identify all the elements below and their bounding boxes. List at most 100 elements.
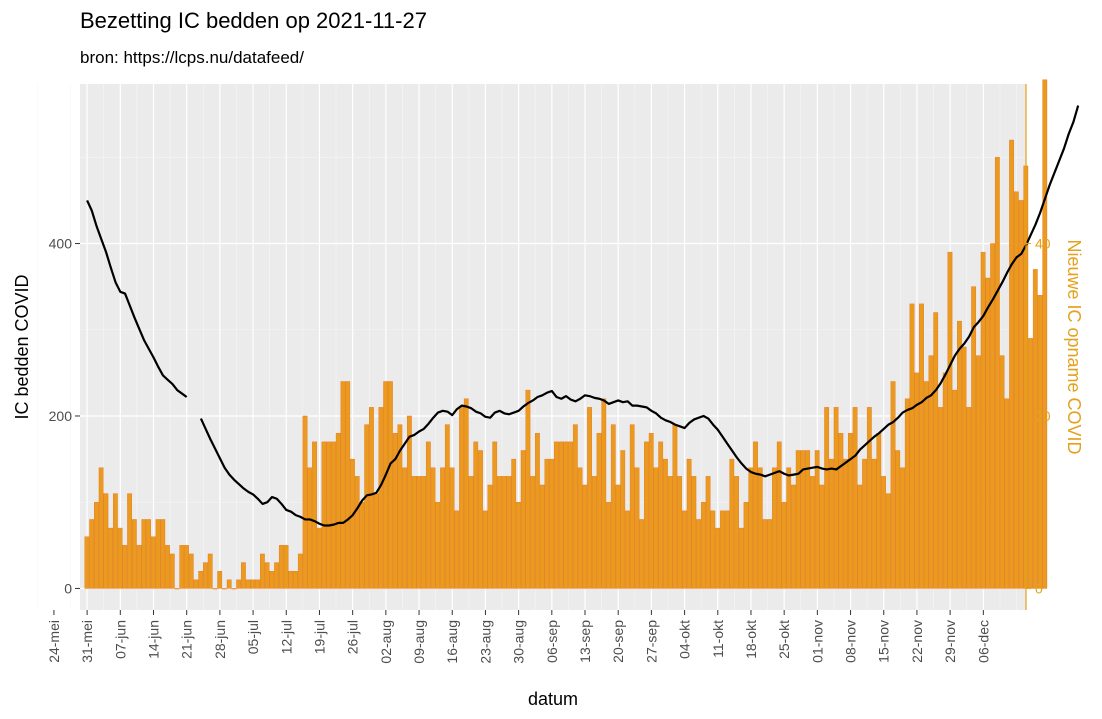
x-tick-label: 15-nov: [876, 620, 892, 663]
bar: [648, 433, 654, 589]
bar: [1037, 295, 1043, 589]
bar: [582, 484, 588, 589]
bar: [397, 424, 403, 589]
bar: [923, 381, 929, 589]
bar: [506, 476, 512, 589]
bar: [136, 545, 142, 589]
bar: [563, 441, 569, 589]
bar: [843, 458, 849, 589]
bar: [160, 519, 166, 589]
axes: 24-mei 31-mei 07-jun 14-jun 21-jun 28-jun 05-j…: [46, 84, 1051, 664]
bar: [236, 579, 242, 589]
bar: [682, 510, 687, 589]
x-tick-label: 30-aug: [511, 620, 527, 664]
bar: [369, 407, 374, 589]
bar: [814, 450, 820, 589]
x-tick-label: 23-aug: [477, 620, 493, 664]
bar: [226, 579, 232, 589]
bar: [1009, 139, 1014, 589]
bar: [610, 424, 616, 589]
bar: [914, 372, 920, 589]
chart-subtitle: bron: https://lcps.nu/datafeed/: [80, 48, 304, 67]
bar: [644, 441, 649, 589]
bar: [568, 441, 573, 589]
bar: [274, 562, 279, 589]
bar: [672, 424, 678, 589]
bar: [501, 476, 507, 589]
bar: [857, 484, 863, 589]
bar: [606, 502, 611, 589]
x-tick-label: 04-okt: [677, 620, 693, 659]
bar: [871, 458, 877, 589]
x-tick-label: 06-dec: [975, 620, 991, 663]
bar: [957, 320, 962, 589]
bar: [961, 346, 967, 589]
bar: [497, 476, 502, 589]
bar: [591, 476, 597, 589]
bar: [1032, 269, 1038, 589]
bar: [658, 441, 664, 589]
bar: [364, 424, 370, 589]
bar: [478, 450, 483, 589]
bar: [482, 510, 488, 589]
bar: [388, 381, 393, 589]
bar: [938, 407, 943, 589]
bar: [108, 527, 114, 589]
bar: [122, 545, 128, 589]
bar: [459, 407, 464, 589]
bar: [1042, 79, 1048, 589]
bar: [293, 570, 298, 589]
bar: [719, 510, 725, 589]
x-tick-label: 20-sep: [610, 620, 626, 663]
bar: [753, 441, 758, 589]
bar: [757, 467, 763, 589]
bar: [516, 502, 521, 589]
x-tick-label: 18-okt: [743, 620, 759, 659]
bar: [710, 510, 716, 589]
bar: [454, 510, 460, 589]
x-tick-label: 25-okt: [776, 620, 792, 659]
x-tick-label: 26-jul: [345, 620, 361, 654]
bar: [890, 381, 896, 589]
bar: [222, 588, 227, 590]
x-tick-label: 29-nov: [942, 620, 958, 663]
bar: [250, 579, 256, 589]
bar: [520, 450, 526, 589]
y-right-tick-label: 20: [1035, 408, 1051, 424]
bar: [776, 441, 782, 589]
bar: [492, 441, 498, 589]
bar: [1018, 200, 1024, 589]
bar: [184, 545, 189, 589]
bar: [302, 415, 308, 589]
bar: [677, 476, 683, 589]
bar: [653, 467, 659, 589]
bar: [312, 441, 317, 589]
bar: [881, 476, 886, 589]
bar: [781, 502, 787, 589]
bar: [971, 286, 977, 589]
bar: [98, 467, 104, 589]
bar: [862, 458, 867, 589]
bar: [231, 588, 237, 590]
bar: [150, 536, 156, 589]
bar: [326, 441, 332, 589]
x-tick-label: 09-aug: [411, 620, 427, 664]
bar: [629, 424, 635, 589]
bar: [1004, 398, 1010, 589]
bar: [316, 527, 322, 589]
bar: [829, 458, 834, 589]
bar: [264, 562, 270, 589]
bar: [288, 570, 294, 589]
bar: [169, 553, 175, 589]
bar: [990, 243, 995, 589]
bar: [307, 467, 313, 589]
bar: [885, 493, 891, 589]
bar: [1028, 338, 1033, 589]
bar: [406, 415, 412, 589]
bar: [909, 303, 915, 589]
bar: [84, 536, 90, 589]
x-tick-label: 28-jun: [212, 620, 228, 659]
bar: [620, 450, 626, 589]
bar: [847, 433, 853, 589]
bar: [786, 467, 792, 589]
